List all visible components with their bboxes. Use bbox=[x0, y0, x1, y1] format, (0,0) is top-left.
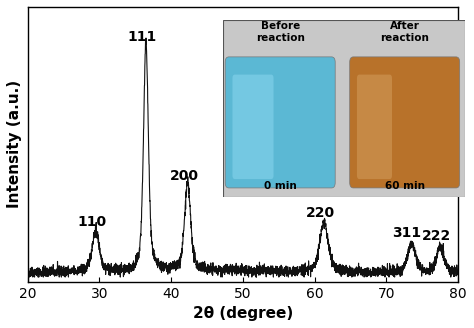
X-axis label: 2θ (degree): 2θ (degree) bbox=[193, 306, 293, 321]
FancyBboxPatch shape bbox=[357, 74, 392, 179]
Text: 110: 110 bbox=[78, 215, 107, 229]
Text: 311: 311 bbox=[392, 226, 421, 240]
FancyBboxPatch shape bbox=[232, 74, 273, 179]
Text: 200: 200 bbox=[170, 169, 199, 183]
FancyBboxPatch shape bbox=[350, 57, 460, 188]
Text: 111: 111 bbox=[128, 30, 157, 44]
Y-axis label: Intensity (a.u.): Intensity (a.u.) bbox=[7, 80, 22, 208]
FancyBboxPatch shape bbox=[225, 57, 335, 188]
FancyBboxPatch shape bbox=[223, 20, 465, 197]
Text: 60 min: 60 min bbox=[385, 181, 425, 192]
Text: After
reaction: After reaction bbox=[380, 21, 429, 43]
Text: 222: 222 bbox=[422, 229, 451, 243]
Text: Before
reaction: Before reaction bbox=[256, 21, 305, 43]
Text: 220: 220 bbox=[306, 206, 335, 220]
Text: 0 min: 0 min bbox=[264, 181, 297, 192]
